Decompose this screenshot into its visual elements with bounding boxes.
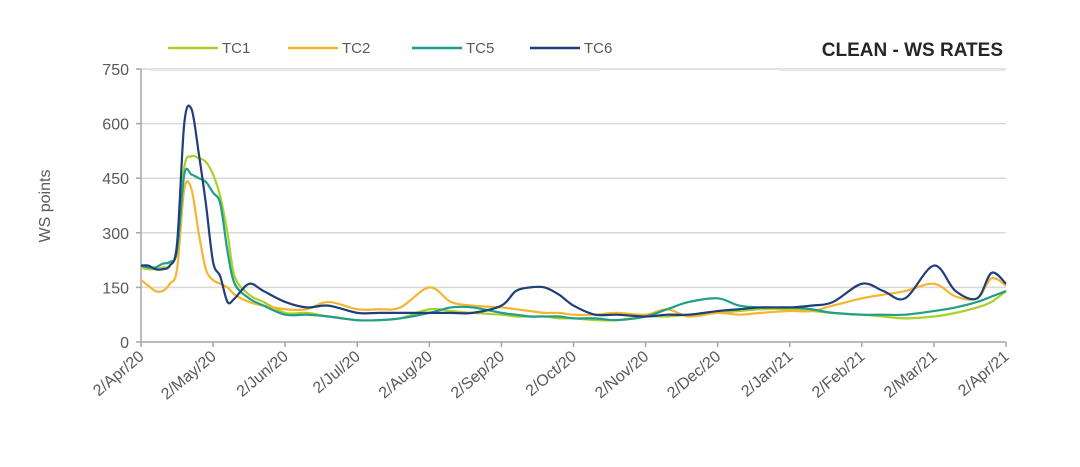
x-tick-label: 2/Apr/20 [90,348,147,400]
x-tick-label: 2/Sep/20 [448,348,508,402]
x-axis-ticks: 2/Apr/20 2/May/20 2/Jun/20 2/Jul/20 2/Aug/20… [90,342,1013,403]
x-tick-label: 2/Jan/21 [738,348,796,401]
gridlines [141,68,1006,289]
y-tick-label: 750 [102,62,129,79]
y-tick-label: 450 [102,171,129,188]
legend-label-tc2: TC2 [342,40,370,57]
series-line-tc5 [140,167,1007,322]
x-tick-label: 2/Jun/20 [234,348,292,401]
y-tick-label: 150 [102,280,129,297]
x-tick-label: 2/Oct/20 [523,348,580,400]
series-line-tc6 [140,104,1007,318]
x-tick-label: 2/Feb/21 [809,348,868,402]
legend: TC1 TC2 TC5 TC6 [168,40,612,57]
series-lines [140,104,1007,322]
x-tick-label: 2/Aug/20 [376,348,436,402]
y-tick-label: 0 [120,335,129,352]
legend-label-tc6: TC6 [584,40,612,57]
axes [140,69,1006,343]
x-tick-label: 2/Nov/20 [592,348,652,402]
x-tick-label: 2/Apr/21 [955,348,1012,400]
x-tick-label: 2/Mar/21 [881,348,940,402]
y-tick-label: 600 [102,117,129,134]
x-tick-label: 2/Jul/20 [310,348,364,397]
chart-title: CLEAN - WS RATES [822,40,1003,61]
y-axis-ticks: 0 150 300 450 600 750 [102,62,141,352]
y-tick-label: 300 [102,226,129,243]
series-line-tc2 [140,180,1007,318]
y-axis-label: WS points [37,170,54,243]
x-tick-label: 2/Dec/20 [664,348,724,402]
x-tick-label: 2/May/20 [158,348,219,403]
legend-label-tc1: TC1 [222,40,250,57]
legend-label-tc5: TC5 [466,40,494,57]
